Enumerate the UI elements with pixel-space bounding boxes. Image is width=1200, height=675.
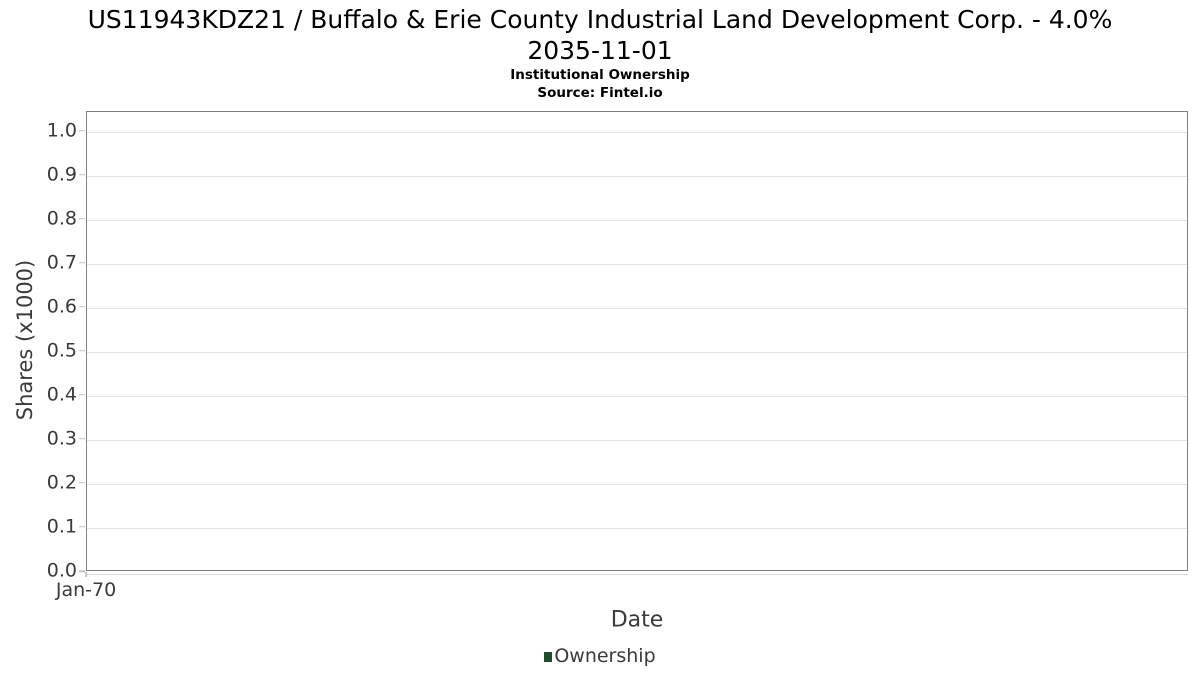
legend: Ownership bbox=[0, 645, 1200, 667]
legend-label: Ownership bbox=[554, 645, 656, 667]
y-tick-mark bbox=[79, 130, 85, 132]
legend-item-ownership[interactable]: Ownership bbox=[544, 645, 656, 667]
gridline bbox=[87, 307, 1187, 310]
chart-title: US11943KDZ21 / Buffalo & Erie County Ind… bbox=[0, 4, 1200, 66]
y-tick-label: 0.9 bbox=[46, 163, 77, 186]
y-tick-mark bbox=[79, 262, 85, 264]
y-tick-mark bbox=[79, 218, 85, 220]
gridline bbox=[87, 263, 1187, 266]
y-tick-mark bbox=[79, 438, 85, 440]
y-tick-label: 0.7 bbox=[46, 251, 77, 274]
legend-swatch-icon bbox=[544, 652, 553, 662]
y-tick-label: 0.4 bbox=[46, 383, 77, 406]
y-tick-label: 0.0 bbox=[46, 559, 77, 582]
y-tick-mark bbox=[79, 350, 85, 352]
y-tick-mark bbox=[79, 174, 85, 176]
y-tick-label: 0.2 bbox=[46, 471, 77, 494]
gridline bbox=[87, 219, 1187, 222]
chart-source-label: Source: Fintel.io bbox=[537, 85, 663, 101]
gridline bbox=[87, 483, 1187, 486]
chart-subtitle: Institutional Ownership bbox=[510, 67, 690, 83]
x-tick-label: Jan-70 bbox=[55, 579, 117, 601]
y-tick-label: 0.6 bbox=[46, 295, 77, 318]
gridline bbox=[87, 439, 1187, 442]
y-tick-label: 1.0 bbox=[46, 119, 77, 142]
x-axis-title: Date bbox=[610, 607, 664, 633]
chart-title-line1: US11943KDZ21 / Buffalo & Erie County Ind… bbox=[87, 5, 1113, 34]
gridline bbox=[87, 351, 1187, 354]
y-tick-label: 0.1 bbox=[46, 515, 77, 538]
y-tick-mark bbox=[79, 482, 85, 484]
gridline bbox=[87, 175, 1187, 178]
y-tick-label: 0.5 bbox=[46, 339, 77, 362]
gridline bbox=[87, 527, 1187, 530]
y-tick-mark bbox=[79, 526, 85, 528]
y-tick-mark bbox=[79, 394, 85, 396]
y-tick-mark bbox=[79, 570, 85, 572]
gridline bbox=[87, 395, 1187, 398]
y-tick-label: 0.8 bbox=[46, 207, 77, 230]
y-tick-label: 0.3 bbox=[46, 427, 77, 450]
x-tick-mark bbox=[85, 572, 87, 577]
gridline bbox=[87, 131, 1187, 134]
plot-area bbox=[86, 111, 1188, 575]
y-tick-mark bbox=[79, 306, 85, 308]
chart-title-line2: 2035-11-01 bbox=[527, 36, 673, 65]
